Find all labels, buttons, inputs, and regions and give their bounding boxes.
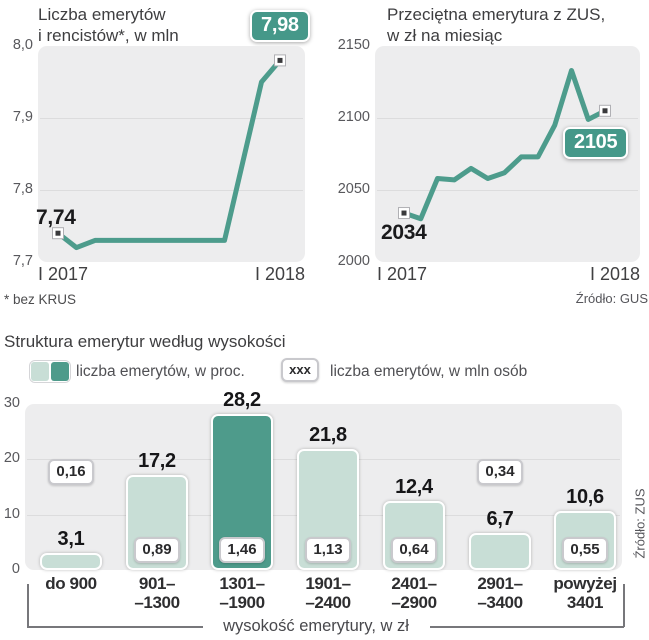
chart3-title: Struktura emerytur według wysokości — [4, 332, 286, 351]
y-gridline — [40, 118, 303, 119]
chart2-end-value-badge: 2105 — [563, 127, 629, 159]
bar-count-badge: 0,16 — [26, 459, 116, 485]
bracket-right-horizontal-line — [430, 626, 624, 628]
y-tick-label: 7,8 — [12, 181, 33, 197]
legend-percent-swatch-icon — [30, 361, 70, 382]
chart2-x-label-start: I 2017 — [377, 264, 428, 284]
trend-line — [55, 57, 283, 251]
x-category-label: do 900 — [45, 574, 97, 593]
bar-percent-label: 3,1 — [57, 527, 85, 550]
trend-line-svg — [52, 54, 286, 251]
chart2-title: Przeciętna emerytura z ZUS, w zł na mies… — [387, 5, 606, 45]
legend-swatch-dark-half — [51, 362, 69, 381]
y-gridline — [377, 118, 638, 119]
bar-count-badge: 0,64 — [369, 537, 459, 563]
bar-count-badge: 1,46 — [197, 537, 287, 563]
bar-percent-label: 10,6 — [566, 486, 604, 509]
data-point-marker-core — [602, 108, 608, 114]
count-badge-value: 1,13 — [305, 537, 351, 563]
y-gridline — [40, 190, 303, 191]
bar-percent-label: 17,2 — [138, 449, 176, 472]
y-tick-label: 30 — [3, 395, 20, 411]
count-badge-value: 0,34 — [477, 459, 523, 485]
chart1-end-value-badge: 7,98 — [250, 10, 310, 42]
x-category-label: 2901– –3400 — [477, 574, 523, 612]
y-gridline — [377, 190, 638, 191]
bar-count-badge: 1,13 — [283, 537, 373, 563]
count-badge-value: 0,89 — [134, 537, 180, 563]
bracket-left-horizontal-line — [27, 626, 203, 628]
x-axis-note: wysokość emerytury, w zł — [223, 617, 409, 635]
x-category-label: powyżej 3401 — [553, 574, 617, 612]
count-badge-value: 1,46 — [219, 537, 265, 563]
bar-percent-label: 28,2 — [223, 388, 261, 411]
trend-line — [401, 67, 608, 222]
legend-count-label: liczba emerytów, w mln osób — [330, 363, 528, 380]
bar — [40, 552, 102, 570]
bar-percent-label: 12,4 — [395, 476, 433, 499]
y-tick-label: 7,7 — [12, 253, 33, 269]
y-tick-label: 7,9 — [12, 109, 33, 125]
y-tick-label: 8,0 — [12, 37, 33, 53]
x-category-label: 1301– –1900 — [219, 574, 265, 612]
x-category-label: 2401– –2900 — [391, 574, 437, 612]
count-badge-value: 0,64 — [391, 537, 437, 563]
chart2-x-label-end: I 2018 — [589, 264, 640, 284]
chart1-title: Liczba emerytów i rencistów*, w mln — [38, 5, 179, 45]
x-category-label: 901– –1300 — [134, 574, 180, 612]
y-tick-label: 2150 — [337, 37, 370, 53]
y-tick-label: 10 — [3, 505, 20, 522]
y-tick-label: 2000 — [337, 253, 370, 269]
chart2-start-value-label: 2034 — [381, 221, 427, 244]
data-point-marker-core — [277, 57, 283, 63]
count-badge-value: 0,55 — [562, 537, 608, 563]
bar-percent-label: 6,7 — [486, 507, 514, 530]
chart1-start-value-label: 7,74 — [36, 206, 76, 229]
y-tick-label: 2050 — [337, 181, 370, 197]
bracket-right-vertical-line — [623, 584, 625, 627]
chart3-source: Źródło: ZUS — [632, 488, 648, 559]
data-point-marker-core — [55, 230, 61, 236]
bar-count-badge: 0,34 — [455, 459, 545, 485]
bar-percent-label: 21,8 — [309, 424, 347, 447]
bracket-left-vertical-line — [27, 584, 29, 627]
chart2-source: Źródło: GUS — [575, 291, 648, 306]
chart1-x-label-start: I 2017 — [38, 264, 89, 284]
bar-count-badge: 0,55 — [540, 537, 630, 563]
legend-percent-label: liczba emerytów, w proc. — [76, 363, 245, 380]
y-tick-label: 20 — [3, 450, 20, 467]
y-tick-label: 0 — [11, 561, 20, 577]
bar-count-badge: 0,89 — [112, 537, 202, 563]
chart1-footnote: * bez KRUS — [4, 292, 77, 307]
count-badge-value: 0,16 — [48, 459, 94, 485]
legend-xxx-badge-icon: xxx — [281, 358, 319, 382]
legend-count-swatch: xxx — [278, 358, 322, 382]
chart1-x-label-end: I 2018 — [254, 264, 305, 284]
legend-swatch-light-half — [31, 362, 49, 381]
data-point-marker-core — [401, 210, 407, 216]
y-tick-label: 2100 — [337, 109, 370, 125]
bar — [469, 532, 531, 570]
trend-line-svg — [398, 67, 611, 222]
x-category-label: 1901– –2400 — [305, 574, 351, 612]
